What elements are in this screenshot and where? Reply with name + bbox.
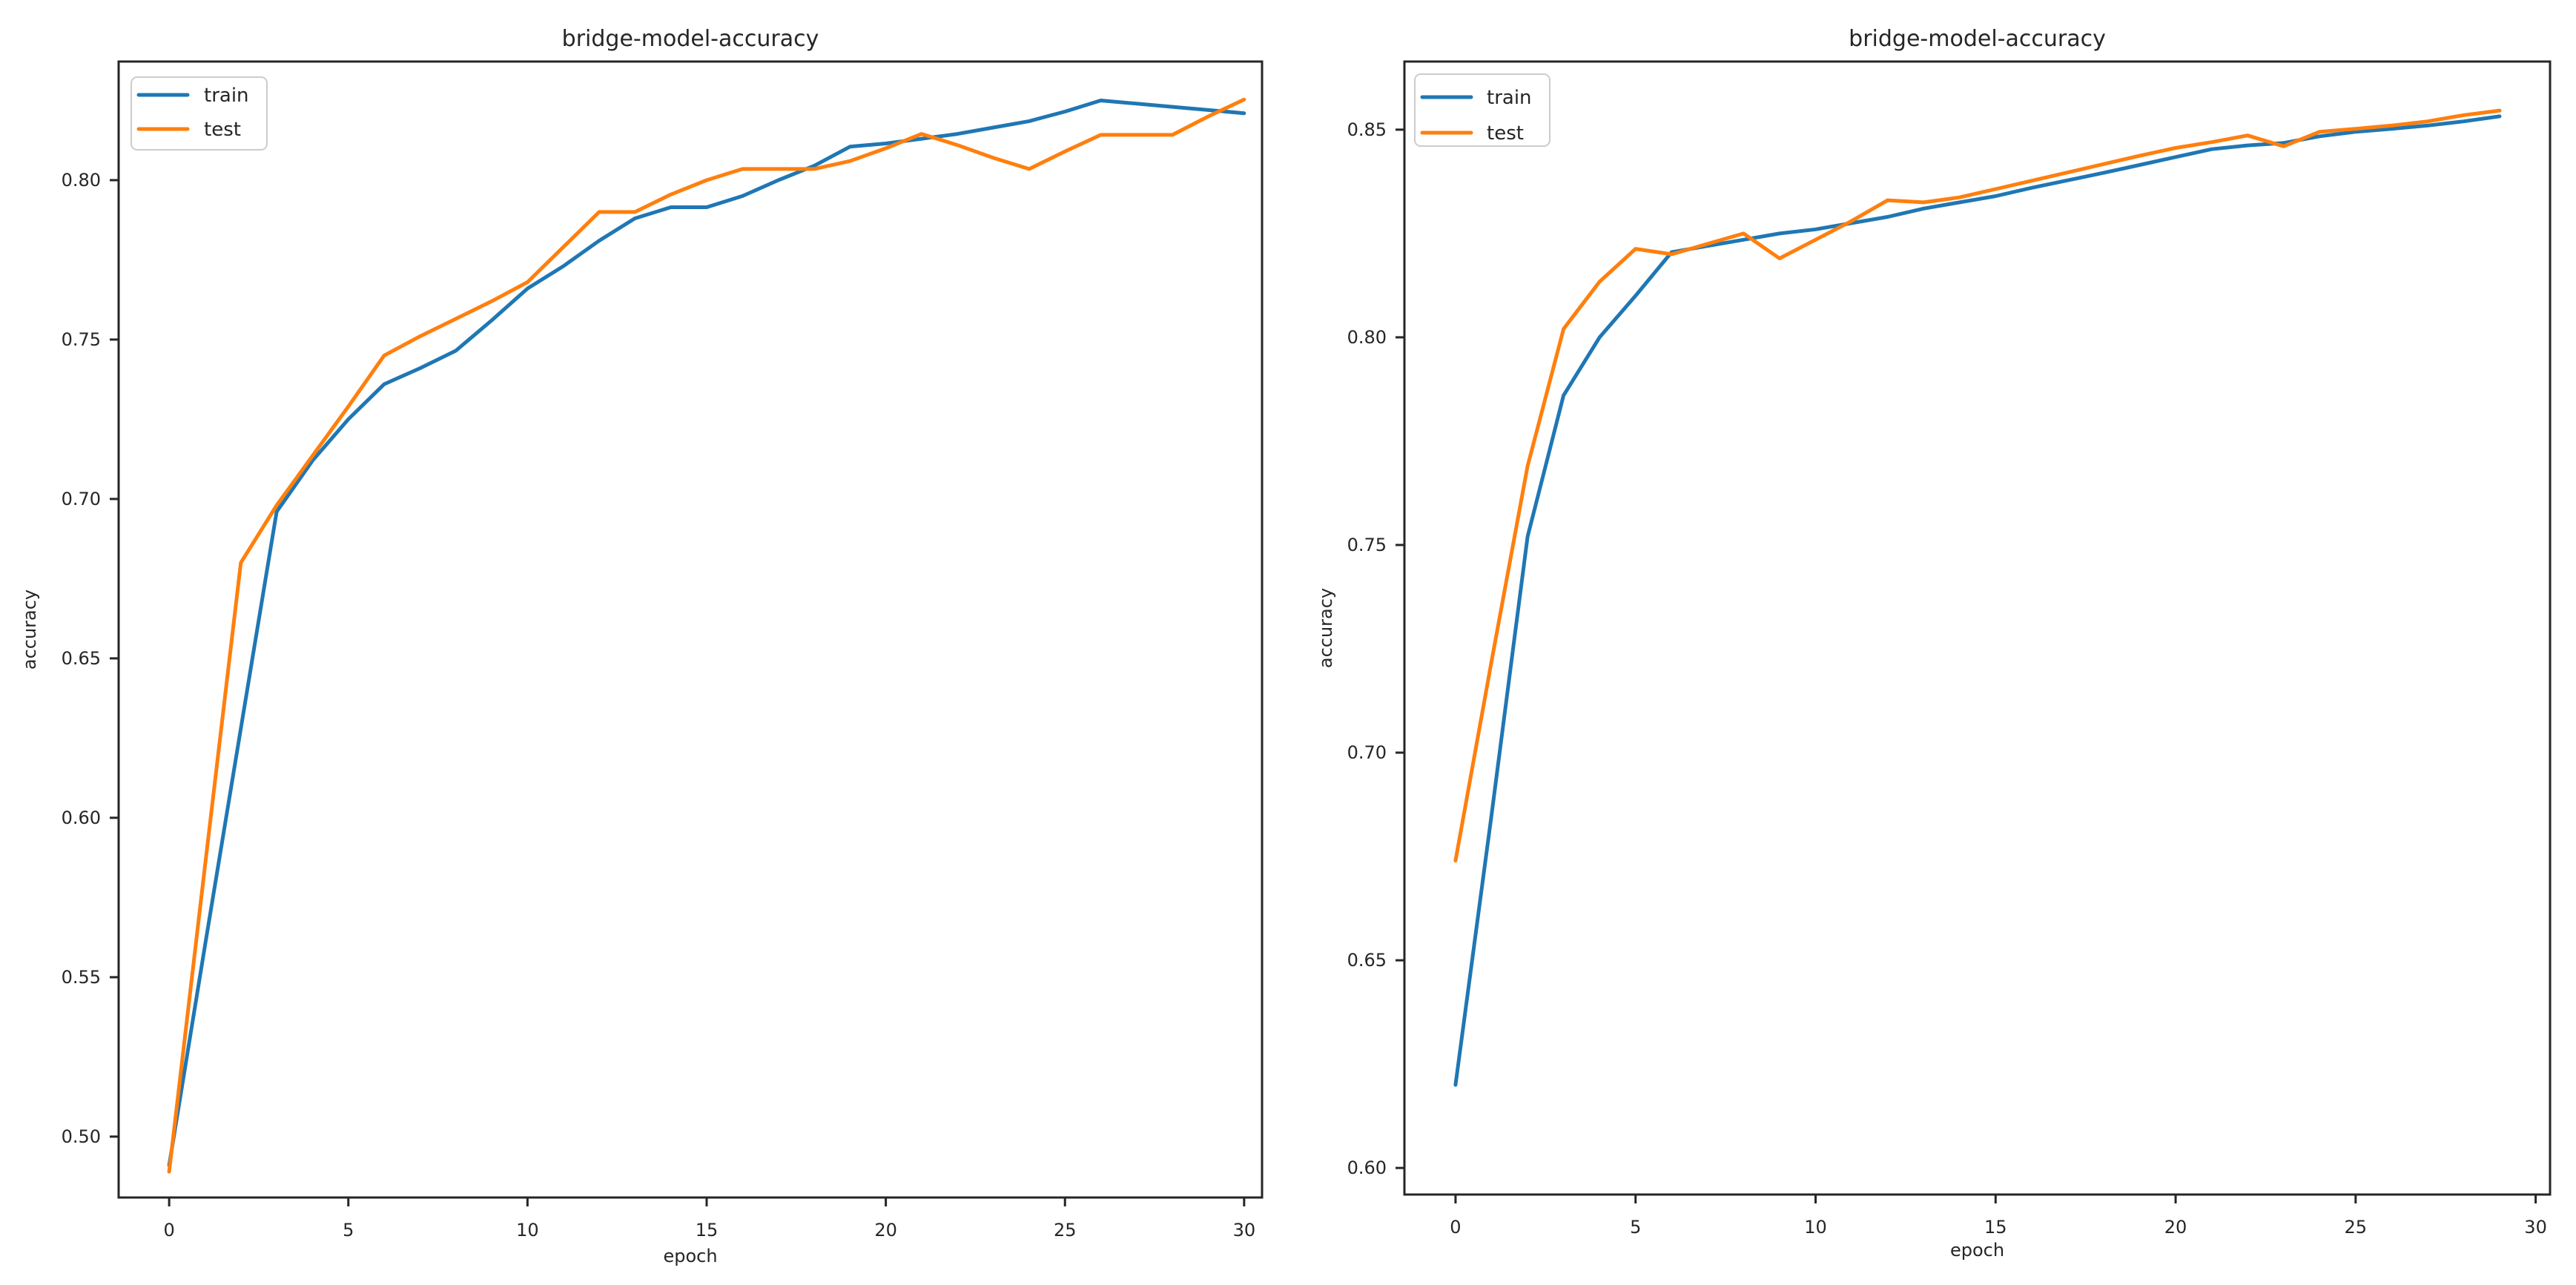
series-train-line [167,99,1246,1168]
x-tick-label: 25 [1054,1220,1077,1241]
x-tick-label: 20 [874,1220,897,1241]
y-tick-label: 0.65 [1347,950,1387,971]
y-tick-label: 0.70 [62,489,101,509]
y-tick-label: 0.85 [1347,119,1387,140]
chart-left-xlabel: epoch [663,1246,718,1266]
x-tick-label: 0 [163,1220,174,1241]
chart-right-ylabel: accuracy [1315,587,1336,669]
x-tick-label: 5 [343,1220,354,1241]
legend-train-label: train [204,85,249,107]
x-tick-label: 30 [1233,1220,1256,1241]
x-tick-label: 25 [2345,1217,2368,1238]
y-tick-label: 0.55 [62,967,101,988]
series-test-line [167,97,1246,1174]
x-tick-label: 5 [1630,1217,1641,1238]
x-tick-label: 15 [696,1220,719,1241]
series-test-line [1453,108,2502,863]
x-tick-label: 20 [2164,1217,2187,1238]
y-tick-label: 0.80 [1347,327,1387,348]
y-tick-label: 0.70 [1347,742,1387,763]
chart-right-xlabel: epoch [1949,1240,2005,1261]
y-tick-label: 0.60 [62,807,101,828]
y-tick-label: 0.60 [1347,1157,1387,1178]
x-tick-label: 0 [1450,1217,1461,1238]
x-tick-label: 30 [2524,1217,2547,1238]
y-tick-label: 0.75 [62,329,101,350]
x-tick-label: 10 [516,1220,539,1241]
legend-test-label: test [204,119,241,141]
plot-spines [117,60,1264,1199]
legend-box [1414,73,1550,147]
legend-train-label: train [1487,87,1532,109]
series-train-line [1453,114,2502,1087]
x-tick-label: 15 [1984,1217,2007,1238]
chart-right-title: bridge-model-accuracy [1849,26,2106,52]
x-tick-label: 10 [1804,1217,1827,1238]
chart-left-title: bridge-model-accuracy [561,26,819,52]
legend-test-label: test [1487,122,1524,145]
y-tick-label: 0.65 [62,648,101,669]
plot-spines [1403,60,2552,1196]
chart-left-ylabel: accuracy [19,589,40,670]
y-tick-label: 0.75 [1347,535,1387,555]
y-tick-label: 0.50 [62,1126,101,1147]
y-tick-label: 0.80 [62,170,101,191]
